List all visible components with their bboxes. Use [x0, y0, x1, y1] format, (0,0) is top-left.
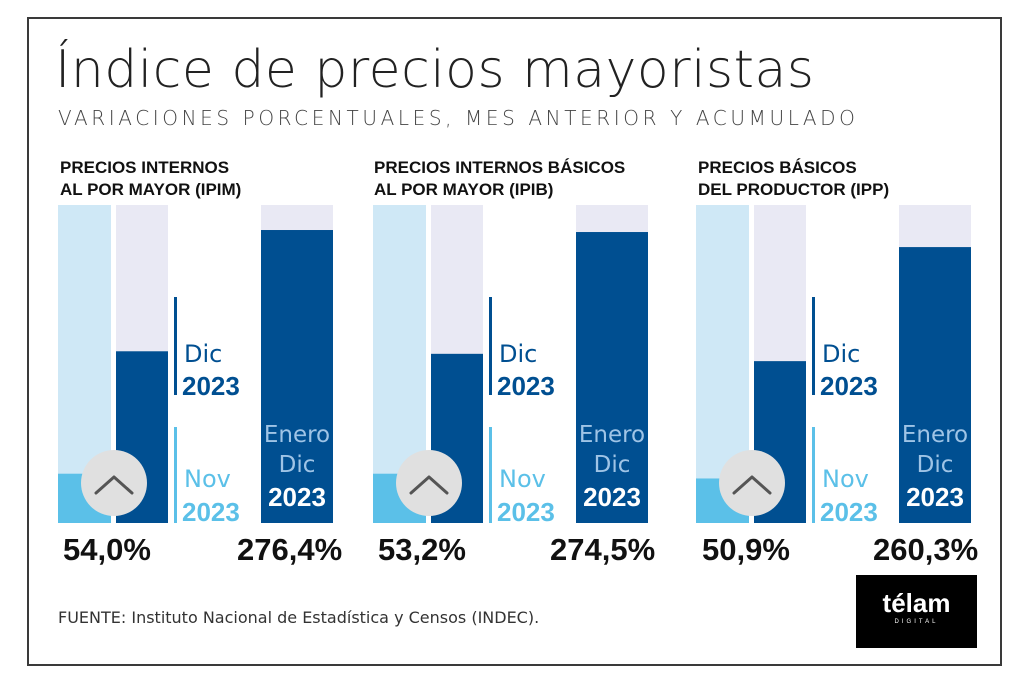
panel-ipib-title-line-1: PRECIOS INTERNOS BÁSICOS	[374, 158, 626, 177]
panel-ipim-nov-year: 2023	[182, 497, 240, 527]
telam-logo-word: télam	[882, 588, 951, 618]
panel-ipp-dic-legend-bar	[812, 297, 815, 395]
panel-ipp-nov-legend-bar	[812, 427, 815, 523]
panel-ipim-dic-legend-bar	[174, 297, 177, 395]
panel-ipib-nov-year: 2023	[497, 497, 555, 527]
panel-ipp-dic-label: Dic	[822, 340, 860, 368]
panel-ipim-cumulative-enero-label: Enero	[264, 422, 330, 448]
panel-ipib-dic-legend-bar	[489, 297, 492, 395]
chart-title: Índice de precios mayoristas	[55, 40, 815, 100]
panel-ipim-scroll-up-circle	[81, 450, 147, 516]
panel-ipp-scroll-up-circle	[719, 450, 785, 516]
source-note: FUENTE: Instituto Nacional de Estadístic…	[58, 608, 540, 627]
panel-ipp-cumulative-enero-label: Enero	[902, 422, 968, 448]
panel-ipim-cumulative-dic-label: Dic	[279, 452, 316, 478]
panel-ipim-nov-label: Nov	[184, 465, 231, 493]
panel-ipim-title: PRECIOS INTERNOS AL POR MAYOR (IPIM)	[60, 157, 241, 201]
panel-ipp-cumulative-year: 2023	[906, 482, 964, 512]
panel-ipp-monthly-value: 50,9%	[702, 532, 790, 567]
chevron-up-icon	[94, 475, 134, 495]
chevron-up-icon	[409, 475, 449, 495]
panel-ipim-cumulative-value: 276,4%	[237, 532, 343, 567]
panel-ipib-cumulative-dic-label: Dic	[594, 452, 631, 478]
panel-ipib-monthly-value: 53,2%	[378, 532, 466, 567]
panel-ipib-title: PRECIOS INTERNOS BÁSICOS AL POR MAYOR (I…	[374, 157, 625, 201]
panel-ipim-chart: Dic 2023 Nov 2023 Enero Dic 2023	[58, 205, 333, 527]
chevron-up-icon	[732, 475, 772, 495]
panel-ipim-dic-label: Dic	[184, 340, 222, 368]
panel-ipp-nov-year: 2023	[820, 497, 878, 527]
panel-ipib-cumulative-value: 274,5%	[550, 532, 656, 567]
panel-ipp-title: PRECIOS BÁSICOS DEL PRODUCTOR (IPP)	[698, 157, 889, 201]
panel-ipp-nov-label: Nov	[822, 465, 869, 493]
panel-ipim-dic-year: 2023	[182, 371, 240, 401]
panel-ipim-nov-legend-bar	[174, 427, 177, 523]
panel-ipp-title-line-2: DEL PRODUCTOR (IPP)	[698, 180, 890, 199]
panel-ipim-monthly-value: 54,0%	[63, 532, 151, 567]
panel-ipib-cumulative-year: 2023	[583, 482, 641, 512]
panel-ipp-dic-year: 2023	[820, 371, 878, 401]
panel-ipp-cumulative-bar	[899, 247, 971, 523]
panel-ipim-title-line-2: AL POR MAYOR (IPIM)	[60, 180, 242, 199]
infographic-frame	[27, 17, 1002, 666]
panel-ipib-cumulative-bar	[576, 232, 648, 523]
panel-ipim-cumulative-year: 2023	[268, 482, 326, 512]
panel-ipib-cumulative-enero-label: Enero	[579, 422, 645, 448]
panel-ipib-title-line-2: AL POR MAYOR (IPIB)	[374, 180, 554, 199]
panel-ipib-scroll-up-circle	[396, 450, 462, 516]
panel-ipib-chart: Dic 2023 Nov 2023 Enero Dic 2023	[373, 205, 648, 527]
panel-ipib-nov-legend-bar	[489, 427, 492, 523]
panel-ipp-chart: Dic 2023 Nov 2023 Enero Dic 2023	[696, 205, 971, 527]
panel-ipp-cumulative-dic-label: Dic	[917, 452, 954, 478]
telam-logo-sub: DIGITAL	[894, 619, 939, 625]
panel-ipp-cumulative-value: 260,3%	[873, 532, 979, 567]
telam-logo: télam DIGITAL	[856, 575, 977, 648]
panel-ipp-title-line-1: PRECIOS BÁSICOS	[698, 158, 857, 177]
panel-ipib-nov-label: Nov	[499, 465, 546, 493]
panel-ipim-title-line-1: PRECIOS INTERNOS	[60, 158, 230, 177]
chart-subtitle: VARIACIONES PORCENTUALES, MES ANTERIOR Y…	[58, 106, 859, 130]
panel-ipib-dic-year: 2023	[497, 371, 555, 401]
panel-ipib-dic-label: Dic	[499, 340, 537, 368]
panel-ipim-cumulative-bar	[261, 230, 333, 524]
